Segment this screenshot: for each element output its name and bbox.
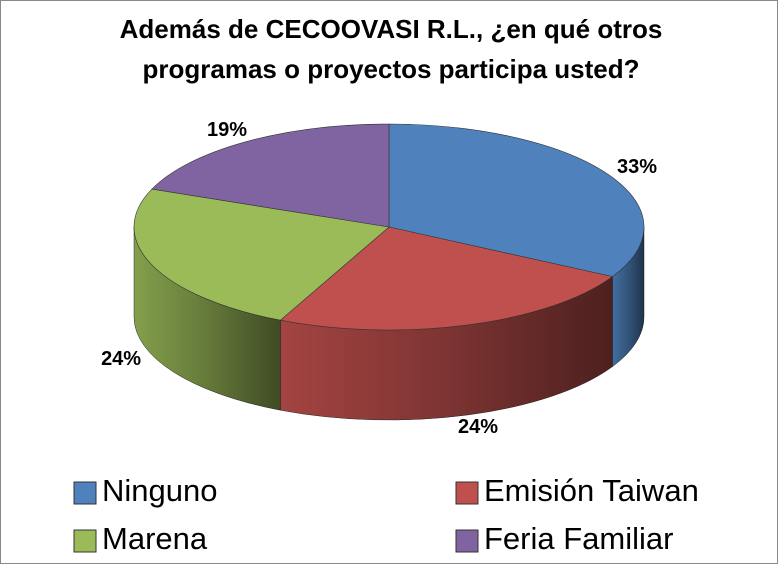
data-label: 24% — [458, 416, 498, 438]
slice-side-shade — [612, 227, 644, 367]
legend-label: Marena — [102, 521, 208, 556]
legend-swatch — [73, 481, 97, 505]
legend-swatch — [73, 529, 97, 553]
slice-side-shade — [134, 227, 281, 411]
chart-title: Además de CECOOVASI R.L., ¿en qué otros … — [119, 14, 663, 84]
legend-label: Feria Familiar — [484, 521, 673, 556]
slice — [133, 188, 390, 321]
legend-label: Emisión Taiwan — [484, 473, 699, 508]
legend-swatch — [455, 481, 479, 505]
data-label: 19% — [207, 119, 247, 141]
slice — [388, 123, 645, 277]
slice — [279, 226, 614, 331]
slice — [151, 123, 390, 228]
legend-label: Ninguno — [102, 473, 217, 508]
slice-side-shade — [280, 276, 613, 420]
legend-swatch — [455, 529, 479, 553]
data-label: 24% — [101, 348, 141, 370]
data-label: 33% — [617, 156, 657, 178]
